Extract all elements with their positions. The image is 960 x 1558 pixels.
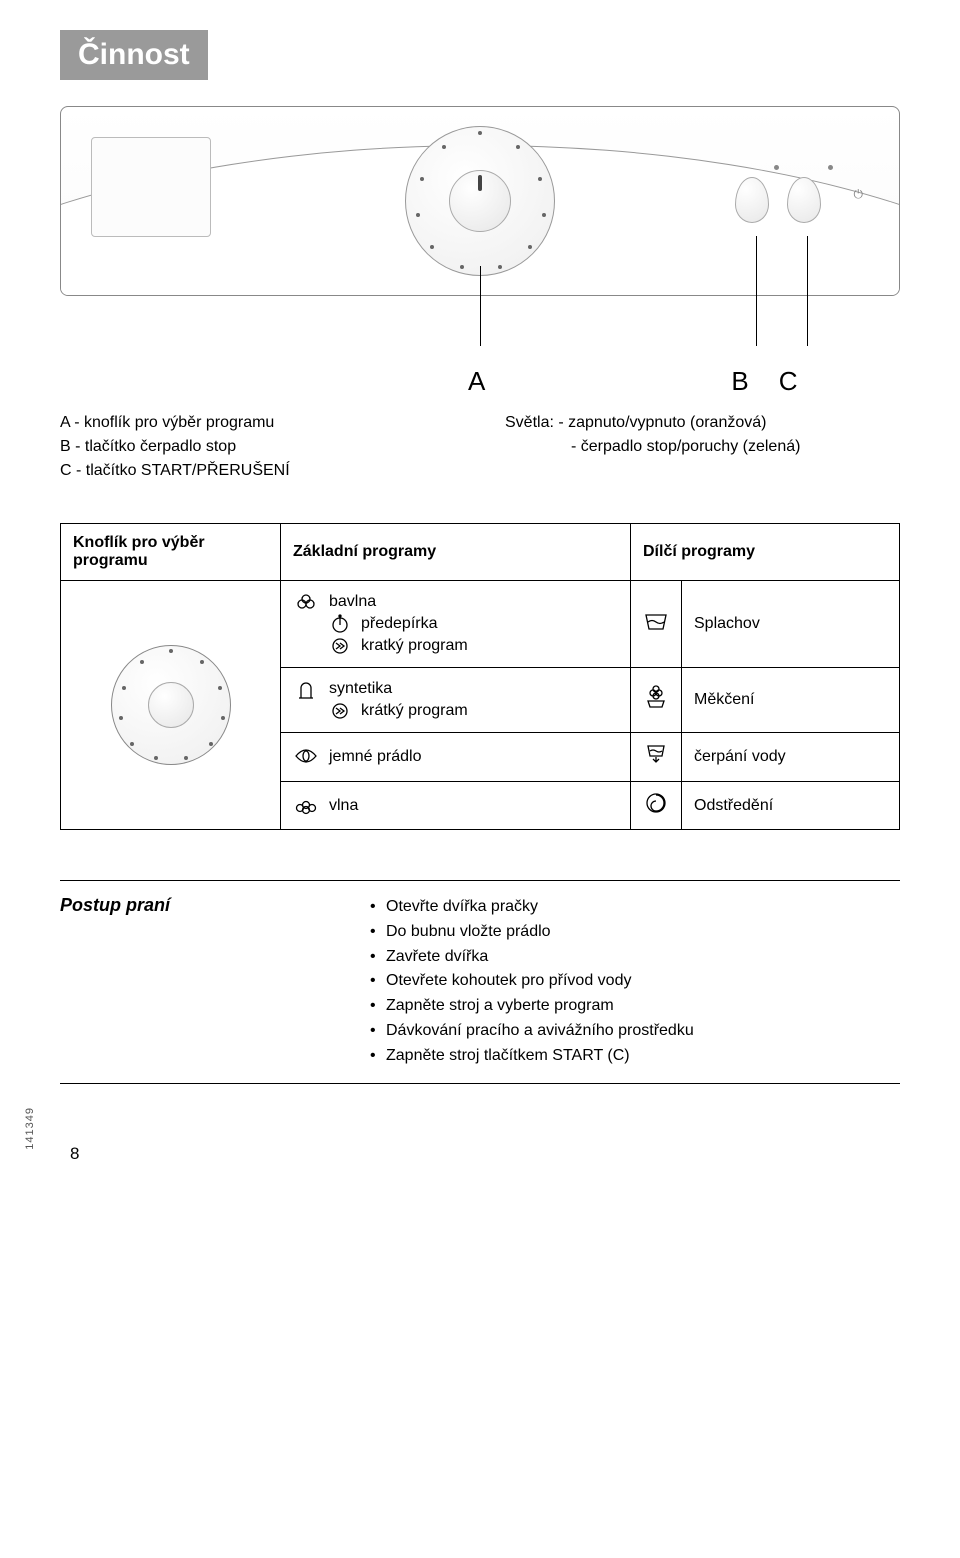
- proc-step: Zavřete dvířka: [370, 945, 900, 970]
- th-base: Základní programy: [281, 524, 631, 581]
- synth-label: syntetika: [329, 680, 392, 698]
- cotton-icon: [293, 591, 319, 613]
- short-program-icon: [327, 635, 353, 657]
- proc-step: Zapněte stroj tlačítkem START (C): [370, 1044, 900, 1069]
- side-code: 141349: [24, 1107, 36, 1150]
- drain-icon: [643, 743, 669, 765]
- prewash-icon: [327, 613, 353, 635]
- legend-B: B - tlačítko čerpadlo stop: [60, 435, 455, 459]
- led-indicator: [774, 165, 779, 170]
- short-program-icon: [327, 700, 353, 722]
- program-dial-A: [405, 126, 555, 276]
- procedure-section: Postup praní Otevřte dvířka pračky Do bu…: [60, 880, 900, 1084]
- short-synth-label: krátký program: [361, 702, 468, 720]
- cell-delicate: jemné prádlo: [281, 733, 631, 782]
- legend-right: Světla: - zapnuto/vypnuto (oranžová) - č…: [455, 411, 900, 483]
- led-indicator: [828, 165, 833, 170]
- label-B: B: [731, 366, 778, 396]
- proc-step: Zapněte stroj a vyberte program: [370, 994, 900, 1019]
- soften-icon-cell: [631, 668, 682, 733]
- legend-C: C - tlačítko START/PŘERUŠENÍ: [60, 459, 455, 483]
- button-C: [787, 177, 821, 223]
- rinse-label: Splachov: [682, 581, 900, 668]
- legend-lights-2: - čerpadlo stop/poruchy (zelená): [505, 435, 900, 459]
- wool-icon: [293, 795, 319, 817]
- cell-cotton: bavlna předepírka kratký program: [281, 581, 631, 668]
- procedure-title: Postup praní: [60, 895, 370, 1069]
- proc-step: Do bubnu vložte prádlo: [370, 920, 900, 945]
- programs-table: Knoflík pro výběr programu Základní prog…: [60, 523, 900, 830]
- page-title: Činnost: [60, 30, 208, 80]
- button-B: [735, 177, 769, 223]
- cell-wool: vlna: [281, 782, 631, 830]
- spin-label: Odstředění: [682, 782, 900, 830]
- th-part: Dílčí programy: [631, 524, 900, 581]
- label-A: A: [468, 366, 485, 397]
- prewash-label: předepírka: [361, 615, 438, 633]
- cotton-label: bavlna: [329, 593, 376, 611]
- proc-step: Otevřte dvířka pračky: [370, 895, 900, 920]
- drain-label: čerpání vody: [682, 733, 900, 782]
- soften-icon: [643, 686, 669, 708]
- dial-cell: [61, 581, 281, 830]
- rinse-icon: [643, 611, 669, 633]
- page-number: 8: [70, 1144, 79, 1164]
- delicate-icon: [293, 746, 319, 768]
- detergent-tray: [91, 137, 211, 237]
- legend-A: A - knoflík pro výběr programu: [60, 411, 455, 435]
- delicate-label: jemné prádlo: [329, 748, 422, 766]
- procedure-list: Otevřte dvířka pračky Do bubnu vložte pr…: [370, 895, 900, 1069]
- legend-lights-1: Světla: - zapnuto/vypnuto (oranžová): [505, 411, 900, 435]
- control-panel-figure: ⏻: [60, 106, 900, 356]
- soften-label: Měkčení: [682, 668, 900, 733]
- spin-icon-cell: [631, 782, 682, 830]
- legend-left: A - knoflík pro výběr programu B - tlačí…: [60, 411, 455, 483]
- cell-synth: syntetika krátký program: [281, 668, 631, 733]
- spin-icon: [643, 792, 669, 814]
- proc-step: Otevřete kohoutek pro přívod vody: [370, 969, 900, 994]
- label-C: C: [779, 366, 828, 396]
- short-cotton-label: kratký program: [361, 637, 468, 655]
- drain-icon-cell: [631, 733, 682, 782]
- rinse-icon-cell: [631, 581, 682, 668]
- wool-label: vlna: [329, 797, 358, 815]
- power-icon: ⏻: [854, 187, 864, 202]
- synthetic-icon: [293, 678, 319, 700]
- proc-step: Dávkování pracího a avivážního prostředk…: [370, 1019, 900, 1044]
- th-dial: Knoflík pro výběr programu: [61, 524, 281, 581]
